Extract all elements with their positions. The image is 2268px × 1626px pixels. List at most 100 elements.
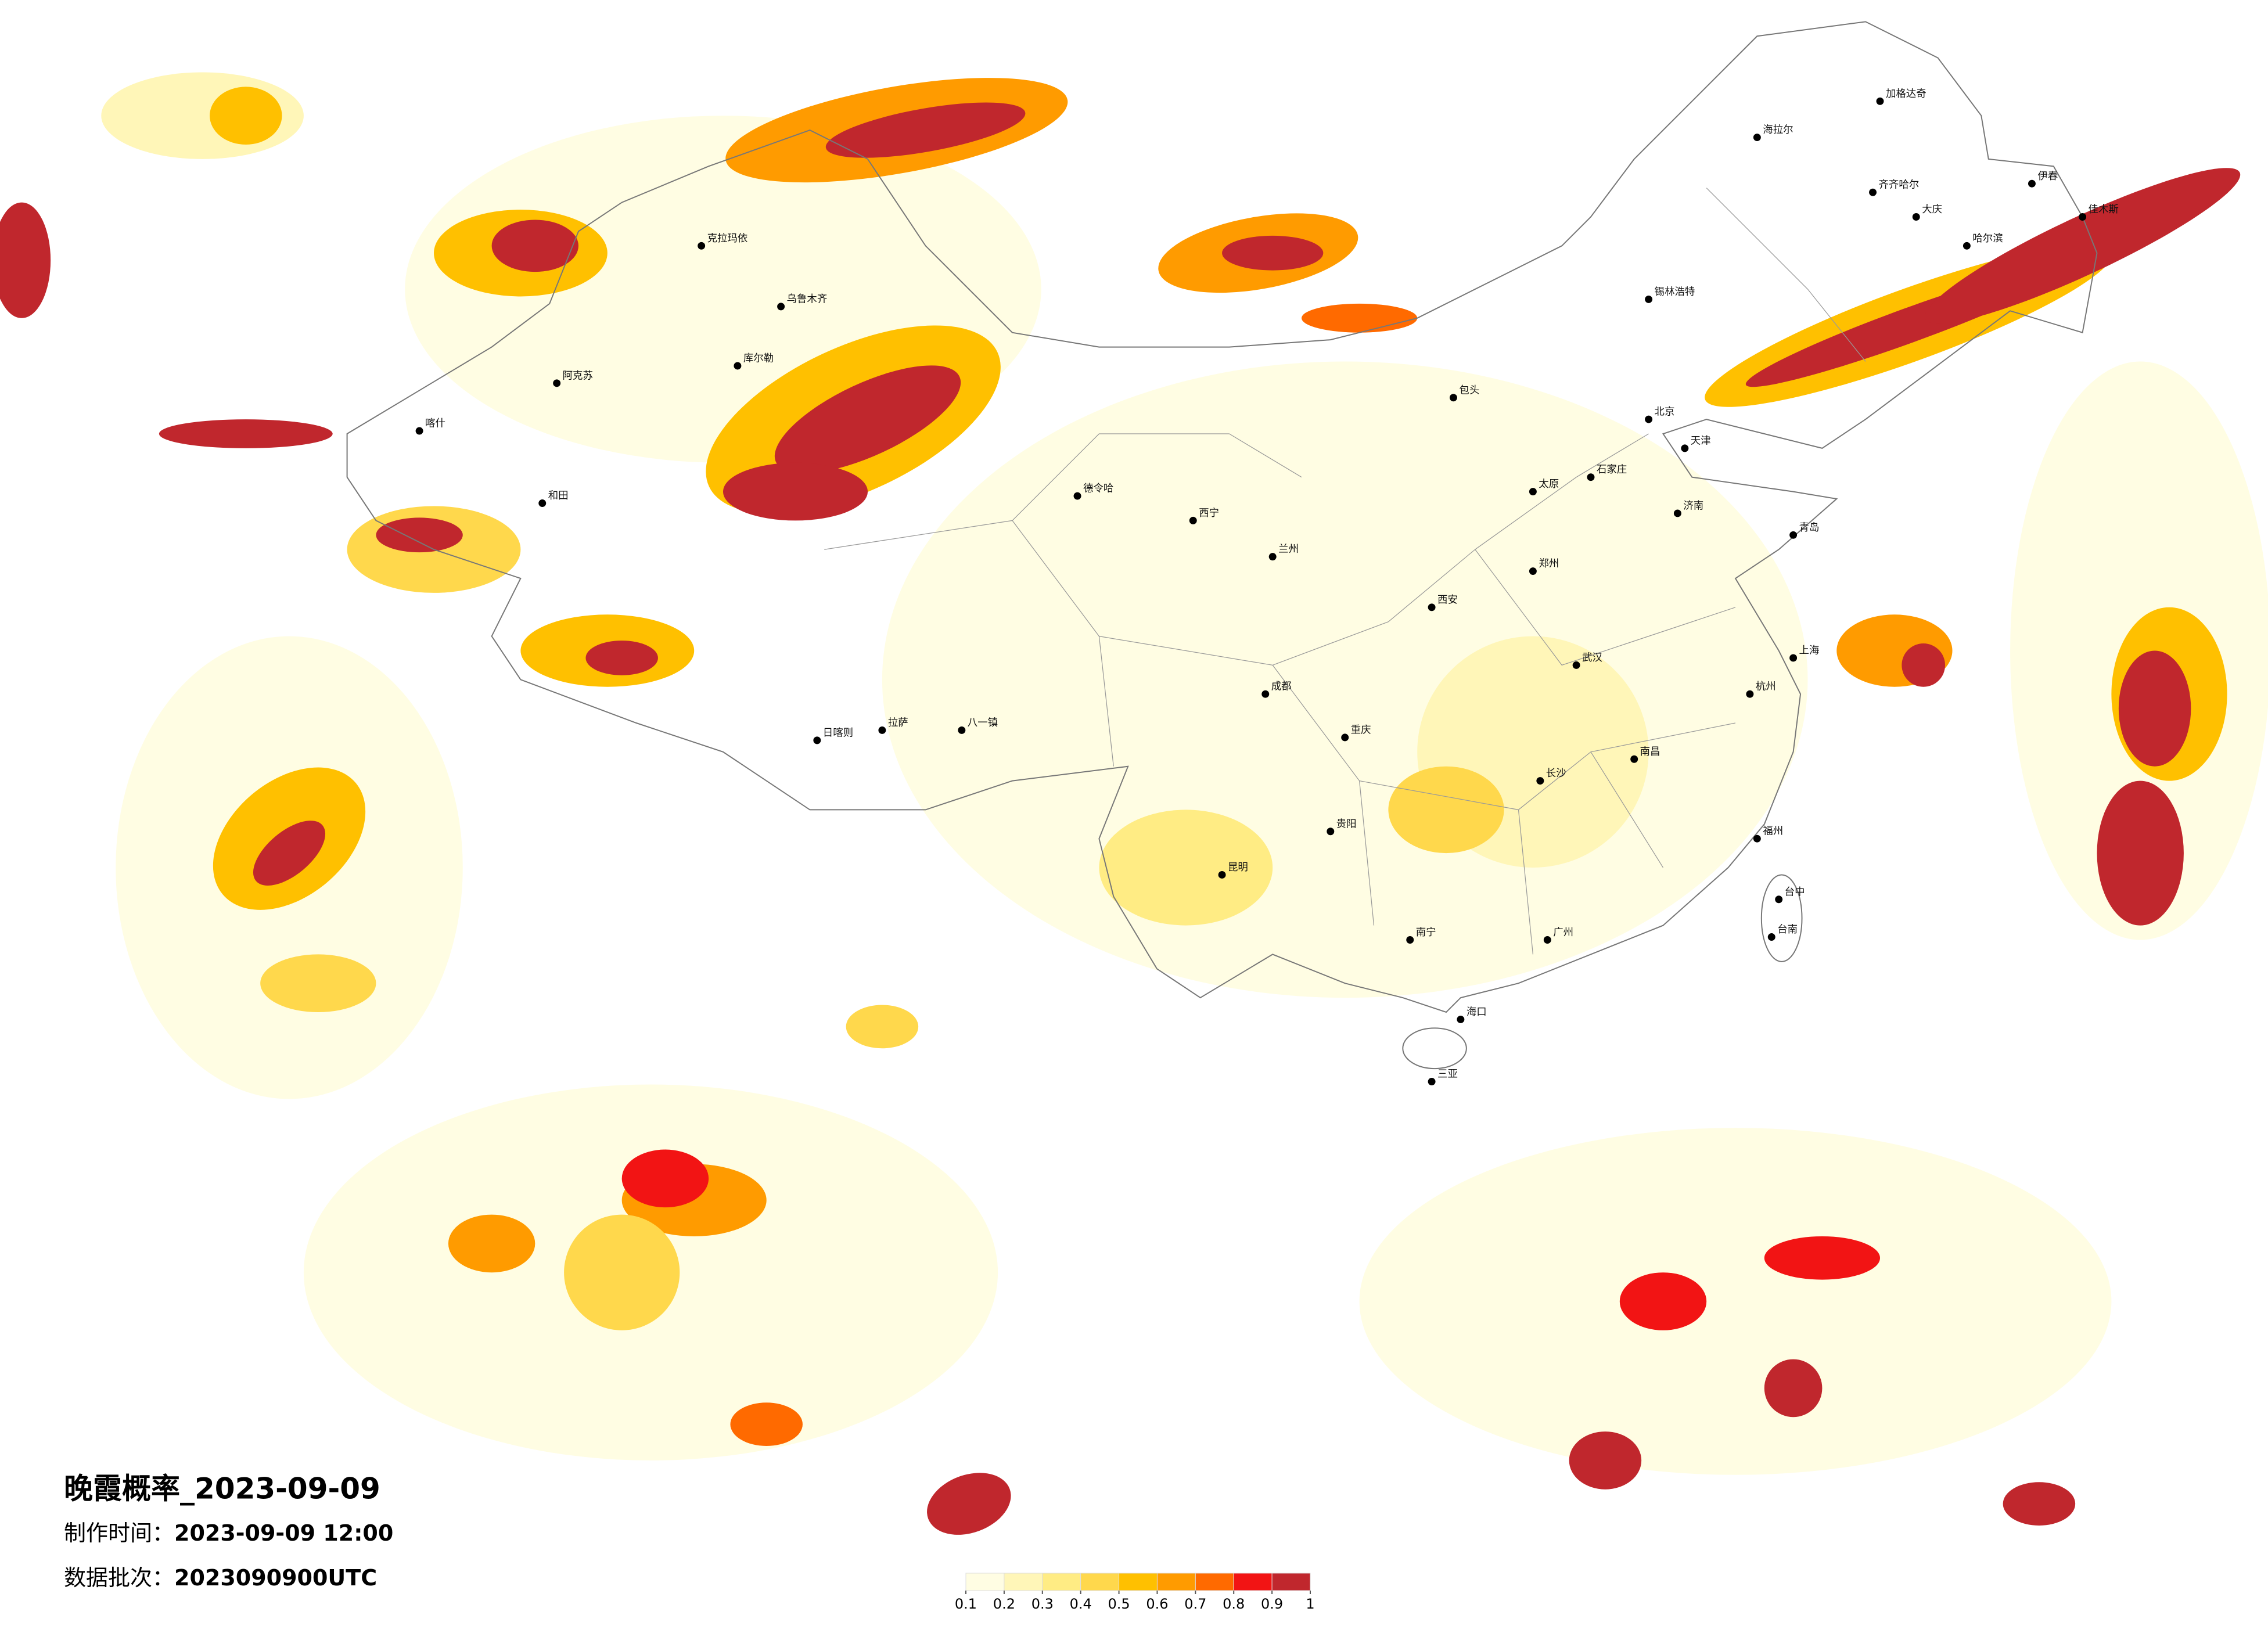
hainan-border: [1402, 1027, 1467, 1070]
heat-patch: [376, 517, 463, 553]
heat-patch: [210, 87, 282, 145]
city-label: 海拉尔: [1763, 124, 1793, 136]
city-dot: [1789, 654, 1798, 662]
city-label: 海口: [1467, 1006, 1487, 1018]
heat-patch: [2097, 780, 2184, 926]
heat-patch: [2003, 1482, 2076, 1526]
city-dot: [1406, 936, 1414, 944]
heat-patch: [730, 1402, 803, 1446]
city-dot: [1645, 415, 1653, 423]
city-label: 库尔勒: [743, 353, 774, 365]
city-dot: [1341, 733, 1349, 742]
city-label: 贵阳: [1336, 818, 1357, 830]
city-label: 德令哈: [1083, 483, 1113, 495]
city-label: 昆明: [1228, 862, 1248, 873]
city-label: 长沙: [1546, 768, 1566, 779]
city-dot: [777, 303, 785, 311]
colorbar-bin: [1042, 1573, 1081, 1591]
heat-patch: [1764, 1359, 1823, 1418]
city-dot: [1587, 473, 1595, 481]
city-label: 青岛: [1799, 522, 1820, 534]
city-dot: [1428, 603, 1436, 611]
city-dot: [1529, 488, 1537, 496]
colorbar-bin: [1119, 1573, 1158, 1591]
city-dot: [1912, 213, 1920, 221]
heat-patch: [1099, 810, 1273, 926]
city-label: 成都: [1271, 681, 1292, 693]
city-dot: [415, 427, 423, 435]
city-dot: [2028, 179, 2036, 188]
city-dot: [1189, 516, 1197, 524]
city-label: 广州: [1553, 927, 1573, 938]
info-label: 制作时间：: [64, 1520, 174, 1546]
colorbar-bin: [1080, 1573, 1120, 1591]
city-dot: [1327, 828, 1335, 836]
colorbar-label: 0.7: [1184, 1596, 1206, 1612]
colorbar-bin: [1004, 1573, 1043, 1591]
heat-patch: [621, 1149, 709, 1208]
city-dot: [1753, 834, 1761, 843]
city-dot: [734, 362, 742, 370]
province-borders: [824, 188, 1866, 955]
city-label: 杭州: [1756, 681, 1776, 693]
taiwan-border: [1760, 874, 1803, 962]
heat-patch: [260, 954, 376, 1012]
city-label: 兰州: [1278, 544, 1299, 555]
heat-patch: [825, 102, 1026, 158]
city-label: 佳木斯: [2089, 204, 2119, 215]
city-label: 乌鲁木齐: [787, 293, 828, 305]
city-dot: [1536, 777, 1544, 785]
city-dot: [1775, 895, 1783, 904]
heat-layer: [0, 72, 2268, 1535]
city-dot: [1673, 509, 1681, 517]
map-title: 晚霞概率_2023-09-09: [64, 1472, 380, 1506]
colorbar-label: 0.4: [1070, 1596, 1092, 1612]
info-line: 制作时间：2023-09-09 12:00: [64, 1520, 393, 1546]
city-label: 福州: [1763, 826, 1783, 837]
heat-patch: [491, 220, 578, 272]
china-border: [346, 21, 2098, 1013]
heat-patch: [1569, 1431, 1642, 1490]
city-label: 伊春: [2037, 171, 2058, 182]
city-label: 日喀则: [823, 727, 853, 739]
city-dot: [1681, 444, 1689, 452]
city-dot: [1746, 690, 1754, 698]
city-label: 上海: [1799, 645, 1820, 657]
city-label: 南昌: [1640, 746, 1660, 758]
city-dot: [1261, 690, 1270, 698]
colorbar-label: 0.9: [1261, 1596, 1283, 1612]
city-dot: [958, 726, 966, 734]
heat-patch: [0, 202, 51, 318]
city-label: 西安: [1437, 594, 1458, 606]
heat-patch: [253, 821, 326, 886]
city-label: 八一镇: [968, 717, 998, 729]
city-dot: [1572, 661, 1580, 669]
city-label: 拉萨: [888, 717, 908, 729]
colorbar-bin: [1195, 1573, 1234, 1591]
colorbar-label: 0.3: [1031, 1596, 1054, 1612]
city-dot: [1218, 870, 1226, 879]
city-dot: [1428, 1078, 1436, 1085]
city-label: 石家庄: [1597, 464, 1627, 476]
city-dot: [2079, 213, 2087, 221]
city-label: 台中: [1785, 886, 1805, 898]
city-dot: [1457, 1015, 1465, 1023]
colorbar-label: 0.2: [993, 1596, 1015, 1612]
heat-patch: [1764, 1236, 1880, 1280]
city-dot: [1767, 933, 1775, 941]
city-dot: [1789, 531, 1798, 539]
heat-patch: [882, 361, 1808, 998]
heat-patch: [1359, 1128, 2112, 1475]
city-label: 锡林浩特: [1655, 286, 1695, 298]
heat-patch: [1902, 643, 1946, 687]
city-label: 阿克苏: [563, 370, 593, 382]
city-label: 大庆: [1922, 204, 1942, 215]
city-label: 和田: [548, 490, 569, 502]
city-dot: [1876, 97, 1884, 105]
city-dot: [1963, 242, 1971, 250]
city-dot: [1753, 134, 1761, 142]
city-dot: [1268, 553, 1277, 561]
